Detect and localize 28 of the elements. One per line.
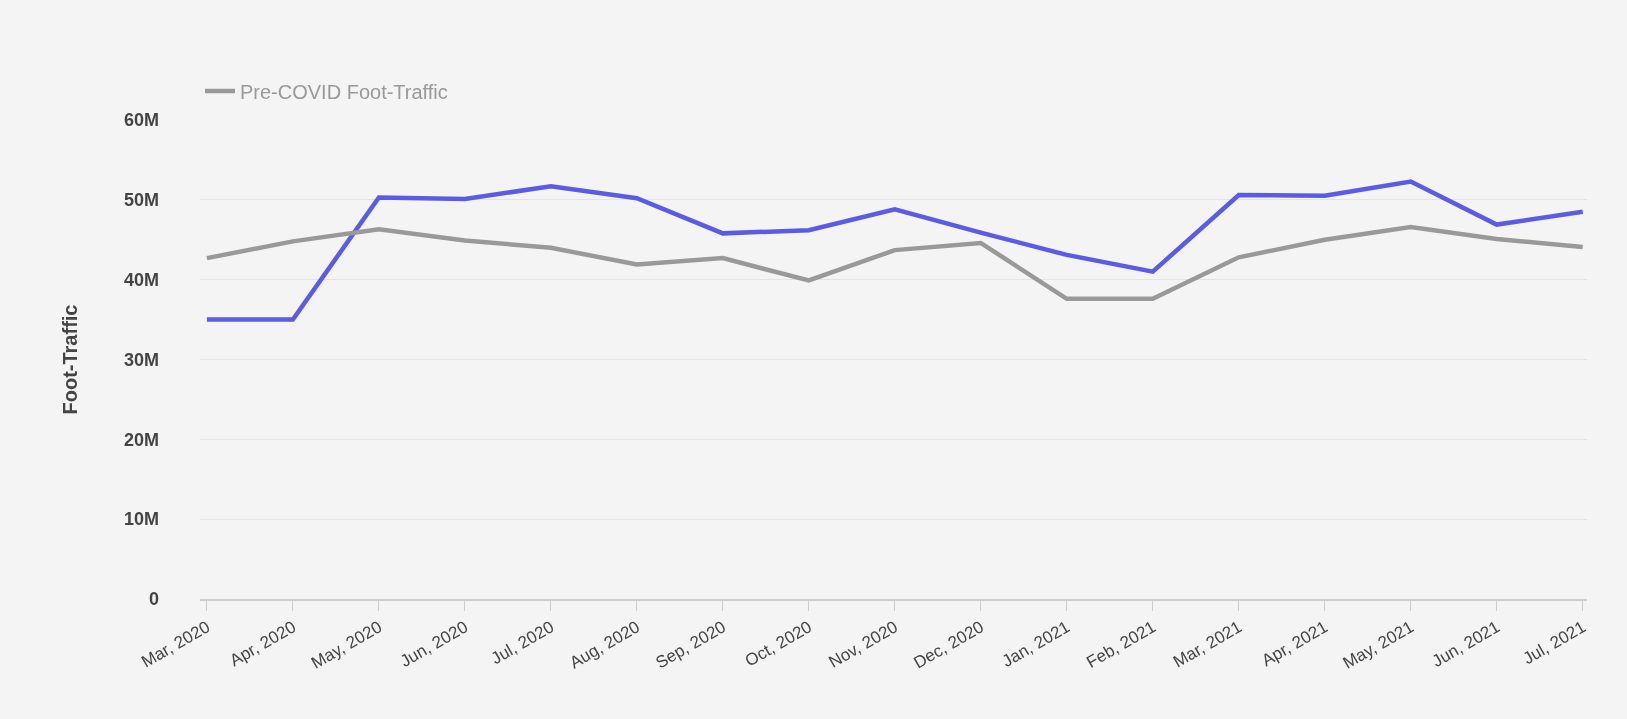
x-tick-label: Apr, 2021: [1258, 617, 1331, 671]
x-tick-label: May, 2021: [1339, 617, 1417, 673]
y-tick-label: 40M: [123, 269, 159, 290]
legend-label: Pre-COVID Foot-Traffic: [240, 80, 448, 103]
y-tick-label: 30M: [123, 349, 159, 370]
x-tick-label: Dec, 2020: [910, 617, 988, 673]
x-tick-label: Aug, 2020: [566, 617, 644, 673]
x-tick-label: Mar, 2020: [138, 617, 214, 672]
y-tick-label: 0: [148, 589, 159, 610]
x-tick-label: Oct, 2020: [741, 617, 816, 671]
line-series: [204, 224, 1585, 302]
x-tick-label: Jul, 2021: [1519, 617, 1589, 669]
x-tick-label: Jun, 2021: [1428, 617, 1503, 672]
x-tick-label: Jan, 2021: [998, 617, 1074, 672]
x-tick-label: Sep, 2020: [652, 617, 730, 673]
x-tick-label: Mar, 2021: [1170, 617, 1245, 672]
y-axis-title: Foot-Traffic: [59, 304, 82, 415]
y-tick-label: 20M: [123, 429, 159, 450]
x-tick-label: Jul, 2020: [487, 617, 558, 669]
y-tick-label: 60M: [123, 110, 159, 131]
line-series: [204, 179, 1585, 322]
x-tick-label: May, 2020: [307, 617, 386, 673]
x-tick-label: Apr, 2020: [226, 617, 300, 671]
y-tick-label: 50M: [123, 190, 159, 211]
x-tick-label: Nov, 2020: [825, 617, 902, 672]
x-tick-label: Feb, 2021: [1083, 617, 1160, 673]
x-tick-label: Jun, 2020: [396, 617, 472, 672]
y-tick-label: 10M: [123, 509, 159, 530]
